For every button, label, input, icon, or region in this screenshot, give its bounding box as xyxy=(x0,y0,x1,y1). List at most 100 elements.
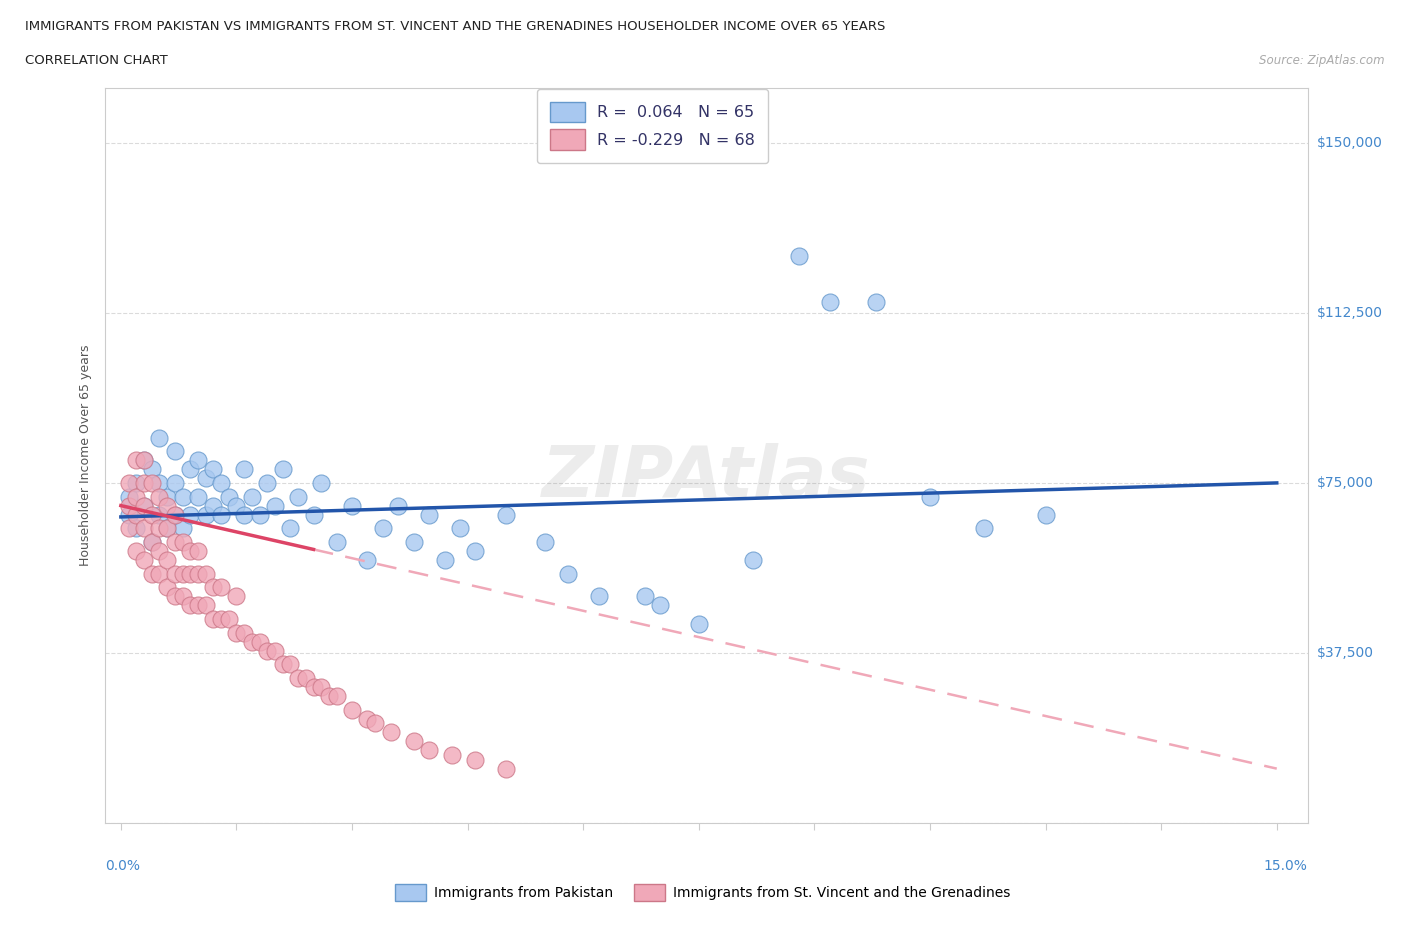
Point xyxy=(588,589,610,604)
Point xyxy=(125,543,148,558)
Point xyxy=(225,625,247,640)
Point xyxy=(302,680,325,695)
Point xyxy=(209,507,232,522)
Point xyxy=(148,543,170,558)
Point xyxy=(340,498,363,513)
Point xyxy=(918,489,941,504)
Point xyxy=(132,453,155,468)
Point xyxy=(233,462,256,477)
Point xyxy=(495,761,517,776)
Point xyxy=(187,453,209,468)
Point xyxy=(356,711,378,726)
Point xyxy=(209,579,232,594)
Text: $75,000: $75,000 xyxy=(1317,476,1374,490)
Text: $150,000: $150,000 xyxy=(1317,136,1384,150)
Point xyxy=(209,612,232,627)
Point xyxy=(117,498,139,513)
Point xyxy=(271,657,294,671)
Text: $37,500: $37,500 xyxy=(1317,646,1374,660)
Point xyxy=(271,462,294,477)
Point xyxy=(172,521,194,536)
Point xyxy=(287,671,309,685)
Point xyxy=(187,543,209,558)
Point xyxy=(256,644,278,658)
Point xyxy=(309,475,332,490)
Point xyxy=(240,489,263,504)
Point xyxy=(441,748,464,763)
Point xyxy=(179,462,201,477)
Point xyxy=(264,644,287,658)
Point xyxy=(163,589,186,604)
Point xyxy=(179,566,201,581)
Point xyxy=(688,616,710,631)
Point xyxy=(163,566,186,581)
Point xyxy=(194,471,217,485)
Point xyxy=(117,489,139,504)
Point xyxy=(156,498,179,513)
Text: IMMIGRANTS FROM PAKISTAN VS IMMIGRANTS FROM ST. VINCENT AND THE GRENADINES HOUSE: IMMIGRANTS FROM PAKISTAN VS IMMIGRANTS F… xyxy=(25,20,886,33)
Point xyxy=(202,579,225,594)
Point xyxy=(295,671,318,685)
Point xyxy=(156,521,179,536)
Point xyxy=(163,535,186,550)
Point xyxy=(865,294,887,309)
Point xyxy=(194,507,217,522)
Point xyxy=(148,475,170,490)
Point xyxy=(132,453,155,468)
Point xyxy=(156,552,179,567)
Point xyxy=(172,566,194,581)
Point xyxy=(402,734,425,749)
Point xyxy=(387,498,409,513)
Point xyxy=(464,543,486,558)
Point xyxy=(163,475,186,490)
Point xyxy=(418,743,440,758)
Point xyxy=(364,716,387,731)
Legend: R =  0.064   N = 65, R = -0.229   N = 68: R = 0.064 N = 65, R = -0.229 N = 68 xyxy=(537,89,768,163)
Point xyxy=(495,507,517,522)
Point xyxy=(280,521,302,536)
Point xyxy=(218,489,240,504)
Point xyxy=(117,507,139,522)
Point xyxy=(264,498,287,513)
Point xyxy=(233,625,256,640)
Point xyxy=(141,462,163,477)
Point xyxy=(172,489,194,504)
Point xyxy=(148,566,170,581)
Point xyxy=(163,507,186,522)
Point xyxy=(125,507,148,522)
Point xyxy=(163,507,186,522)
Point xyxy=(141,507,163,522)
Point xyxy=(218,612,240,627)
Point xyxy=(187,489,209,504)
Point xyxy=(209,475,232,490)
Point xyxy=(132,521,155,536)
Point xyxy=(787,248,810,263)
Point xyxy=(132,498,155,513)
Point xyxy=(187,598,209,613)
Point xyxy=(380,724,402,739)
Point xyxy=(156,489,179,504)
Point xyxy=(356,552,378,567)
Point xyxy=(125,475,148,490)
Y-axis label: Householder Income Over 65 years: Householder Income Over 65 years xyxy=(79,345,93,566)
Text: 15.0%: 15.0% xyxy=(1264,859,1308,873)
Point xyxy=(418,507,440,522)
Point xyxy=(132,552,155,567)
Point xyxy=(309,680,332,695)
Point xyxy=(225,589,247,604)
Point xyxy=(125,521,148,536)
Point xyxy=(302,507,325,522)
Text: Source: ZipAtlas.com: Source: ZipAtlas.com xyxy=(1260,54,1385,67)
Point xyxy=(179,543,201,558)
Point xyxy=(132,475,155,490)
Point xyxy=(225,498,247,513)
Point xyxy=(194,598,217,613)
Point xyxy=(973,521,995,536)
Point xyxy=(179,598,201,613)
Point xyxy=(634,589,657,604)
Point xyxy=(148,430,170,445)
Point xyxy=(172,535,194,550)
Point xyxy=(340,702,363,717)
Point xyxy=(179,507,201,522)
Point xyxy=(156,579,179,594)
